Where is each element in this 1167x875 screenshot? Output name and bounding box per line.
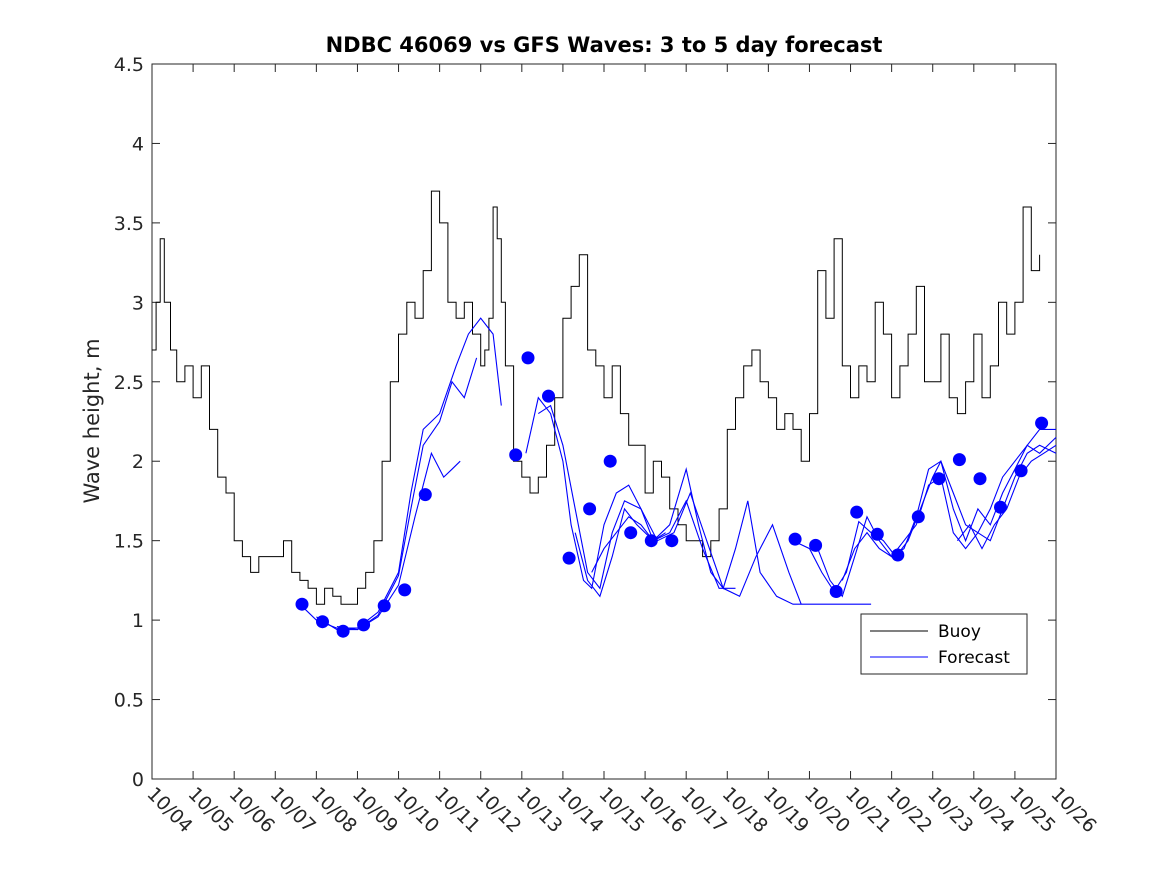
forecast-marker [583,502,597,516]
y-tick-label: 2 [132,451,144,473]
buoy-series-line [152,190,1041,605]
x-tick-label: 10/13 [512,783,566,837]
forecast-marker [952,453,966,467]
forecast-marker [850,505,864,519]
y-axis: 0 0.5 1 1.5 2 2.5 3 3.5 4 4.5 [114,54,1056,791]
legend-box [860,613,1028,675]
forecast-marker [788,532,802,546]
x-tick-label: 10/16 [636,783,690,837]
legend: Buoy Forecast [860,613,1028,675]
x-tick-label: 10/19 [759,783,813,837]
y-tick-label: 4 [132,133,144,155]
forecast-marker [994,500,1007,514]
forecast-marker [891,548,905,562]
x-tick-label: 10/07 [266,783,320,837]
forecast-marker [336,624,350,638]
x-tick-label: 10/22 [882,783,936,837]
x-tick-label: 10/26 [1046,783,1100,837]
forecast-series-line-8 [817,437,1057,598]
forecast-marker [377,599,391,613]
x-tick-label: 10/11 [430,783,484,837]
x-tick-label: 10/14 [553,783,607,837]
x-tick-label: 10/06 [225,783,279,837]
y-tick-label: 0.5 [114,690,144,712]
x-tick-label: 10/15 [594,783,648,837]
forecast-marker [295,597,309,611]
forecast-marker [418,488,432,502]
forecast-marker [973,472,987,486]
y-tick-label: 3.5 [114,213,144,235]
x-tick-label: 10/20 [800,783,854,837]
x-tick-label: 10/12 [471,783,525,837]
forecast-marker [932,472,946,486]
forecast-marker [644,534,658,548]
forecast-marker [542,389,555,403]
y-tick-label: 1 [132,610,144,632]
x-tick-label: 10/09 [348,783,402,837]
forecast-marker [509,448,523,462]
forecast-marker [521,351,535,365]
forecast-marker [398,583,412,597]
y-tick-label: 3 [132,292,144,314]
forecast-series-line-3 [525,396,872,605]
forecast-marker [870,527,884,541]
forecast-marker [624,526,638,540]
x-tick-label: 10/21 [841,783,895,837]
forecast-marker [357,618,371,632]
forecast-series-line-5 [574,499,736,598]
forecast-marker [911,510,925,524]
forecast-series-line-1 [316,357,478,631]
x-tick-label: 10/23 [923,783,977,837]
forecast-marker [809,538,823,552]
x-tick-label: 10/17 [677,783,731,837]
x-tick-label: 10/10 [389,783,443,837]
y-tick-label: 1.5 [114,531,144,553]
x-tick-label: 10/04 [142,783,196,837]
forecast-marker [1035,416,1049,430]
forecast-marker [829,585,843,598]
legend-label-buoy: Buoy [938,622,981,642]
forecast-marker [1014,464,1028,478]
forecast-marker [603,454,617,468]
series-layer [152,190,1057,638]
y-tick-label: 2.5 [114,372,144,394]
chart-title: NDBC 46069 vs GFS Waves: 3 to 5 day fore… [326,33,883,57]
x-tick-label: 10/24 [964,783,1018,837]
x-tick-label: 10/18 [718,783,772,837]
x-tick-label: 10/25 [1005,783,1059,837]
forecast-marker [665,534,679,548]
y-tick-label: 0 [132,769,144,791]
x-tick-label: 10/05 [184,783,238,837]
y-tick-label: 4.5 [114,54,144,76]
x-tick-label: 10/08 [307,783,361,837]
forecast-marker [316,615,329,629]
legend-label-forecast: Forecast [938,648,1010,668]
y-axis-label: Wave height, m [80,338,104,503]
forecast-marker [562,551,576,565]
